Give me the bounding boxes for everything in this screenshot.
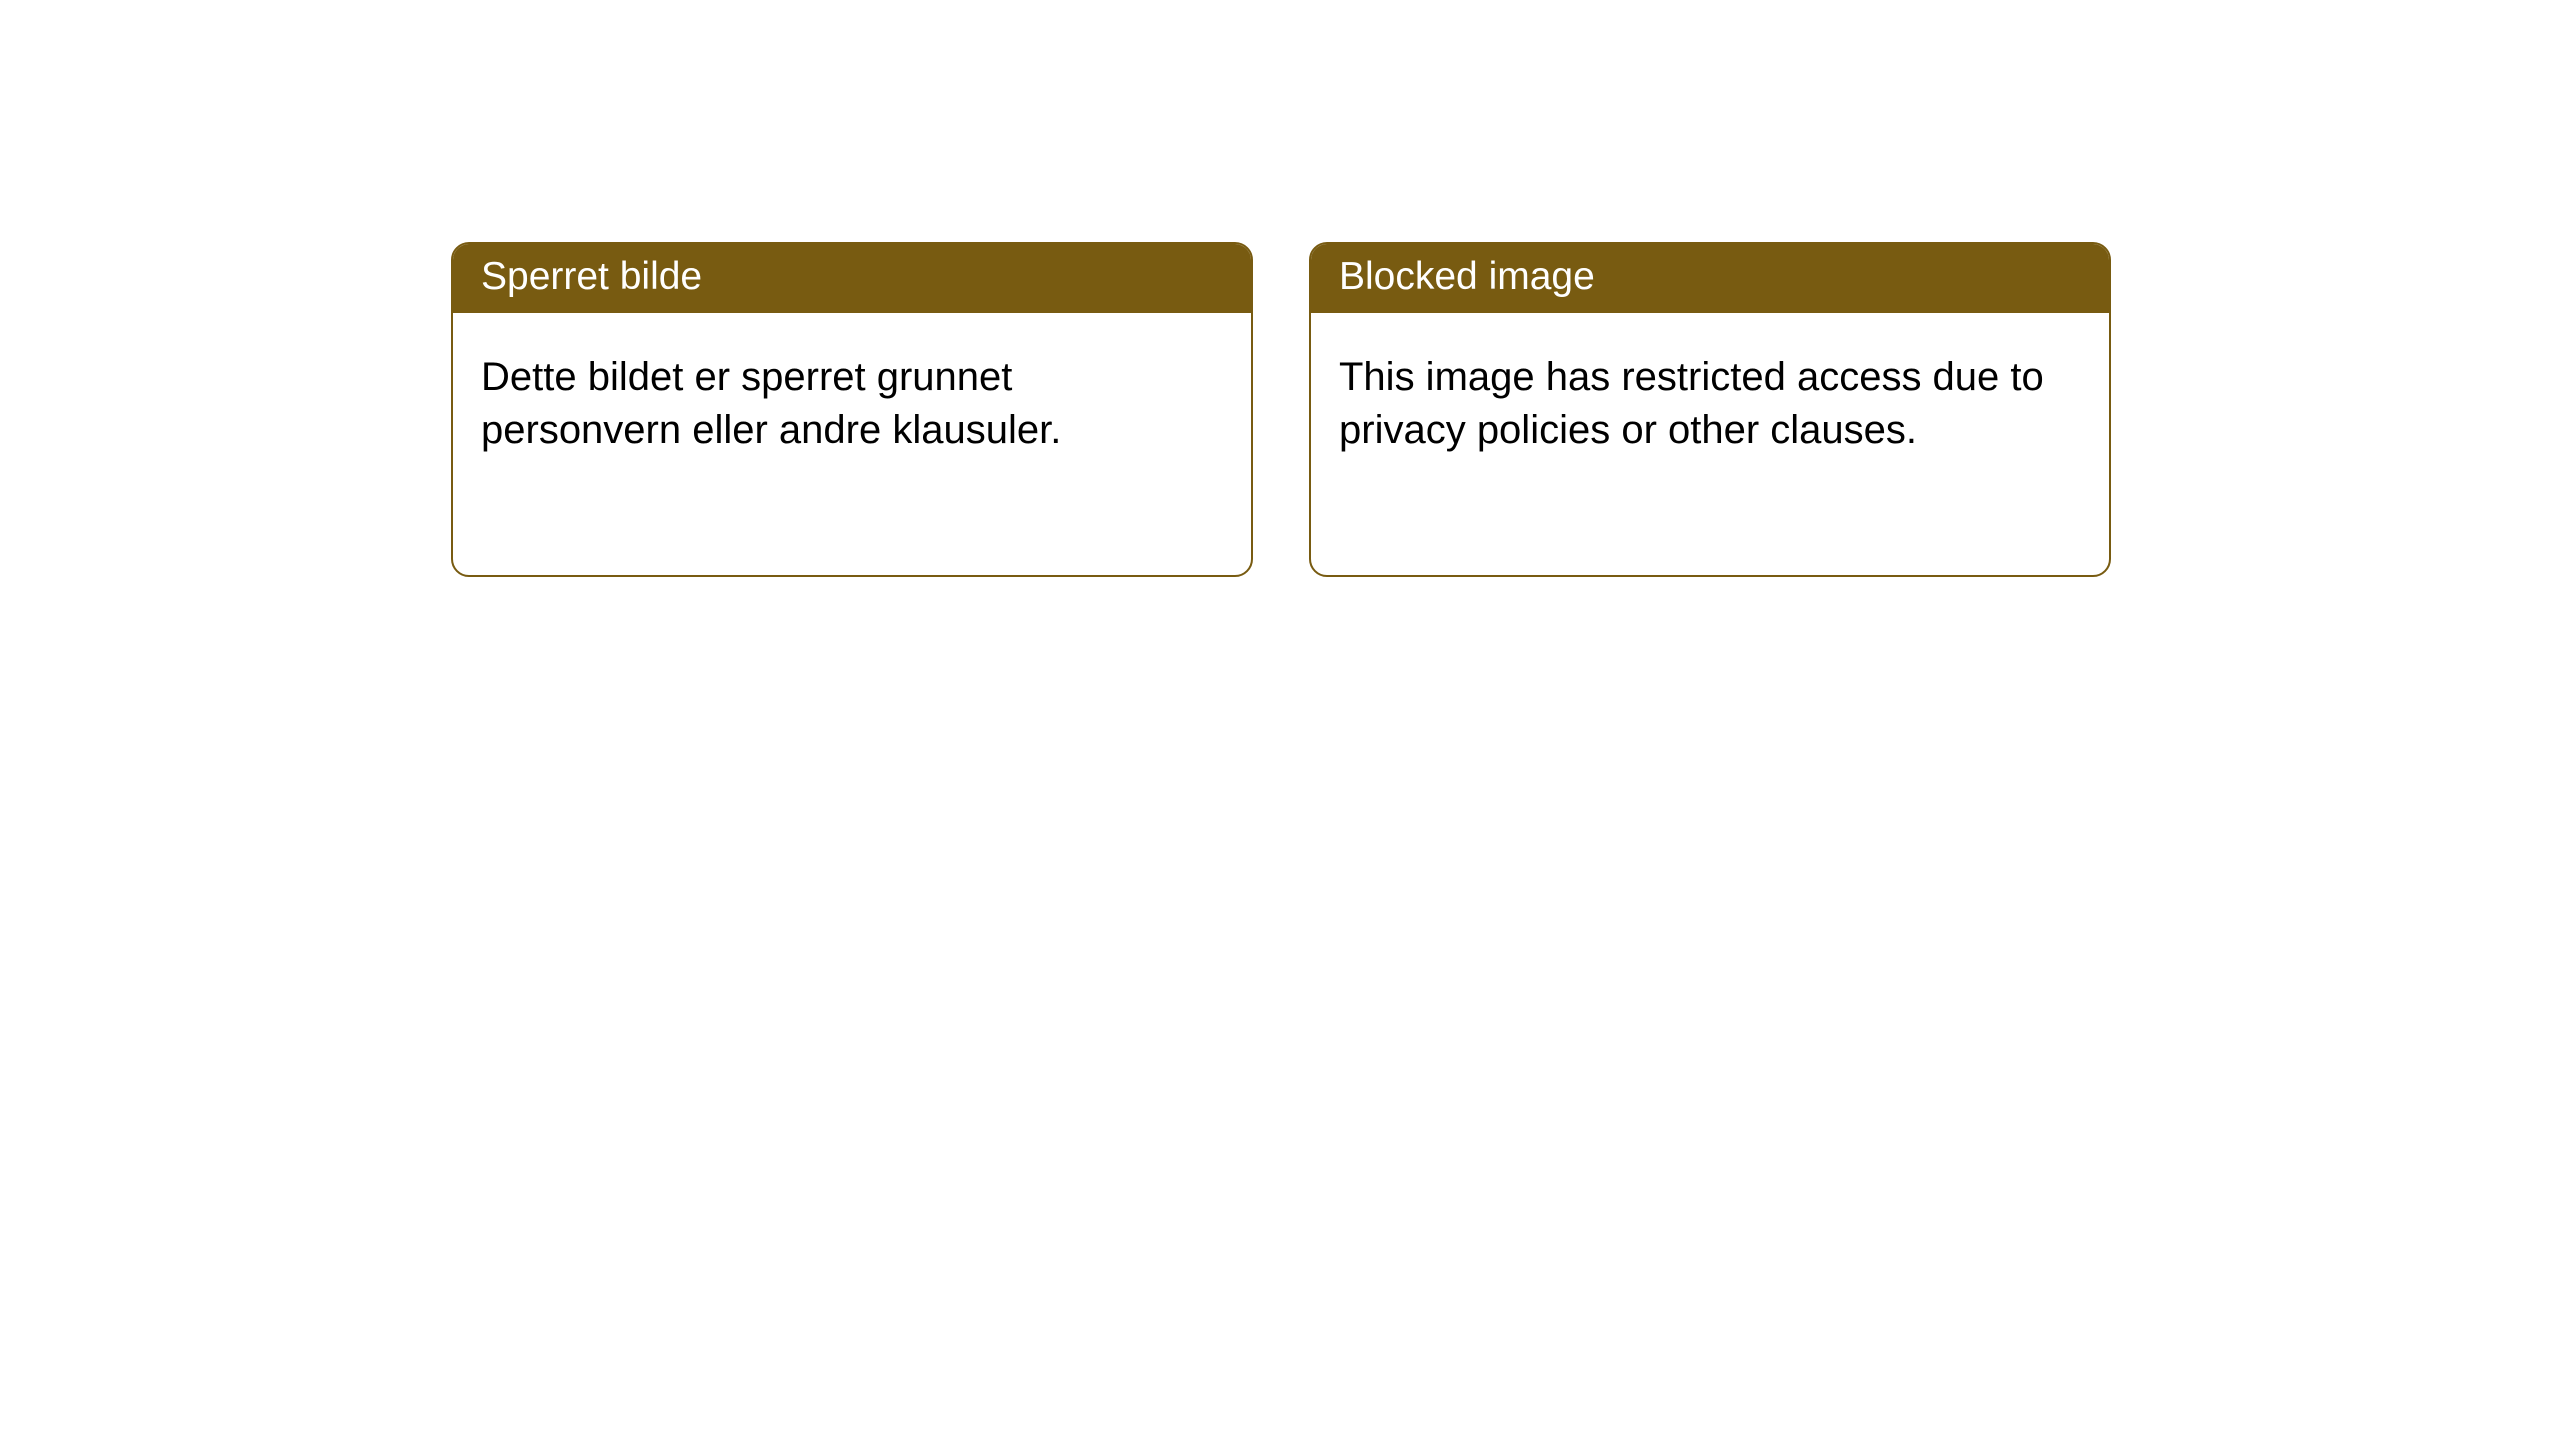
card-body: This image has restricted access due to … (1311, 313, 2109, 485)
card-header: Blocked image (1311, 244, 2109, 313)
card-header: Sperret bilde (453, 244, 1251, 313)
notice-card-english: Blocked image This image has restricted … (1309, 242, 2111, 577)
card-body: Dette bildet er sperret grunnet personve… (453, 313, 1251, 485)
notice-container: Sperret bilde Dette bildet er sperret gr… (0, 0, 2560, 577)
notice-card-norwegian: Sperret bilde Dette bildet er sperret gr… (451, 242, 1253, 577)
